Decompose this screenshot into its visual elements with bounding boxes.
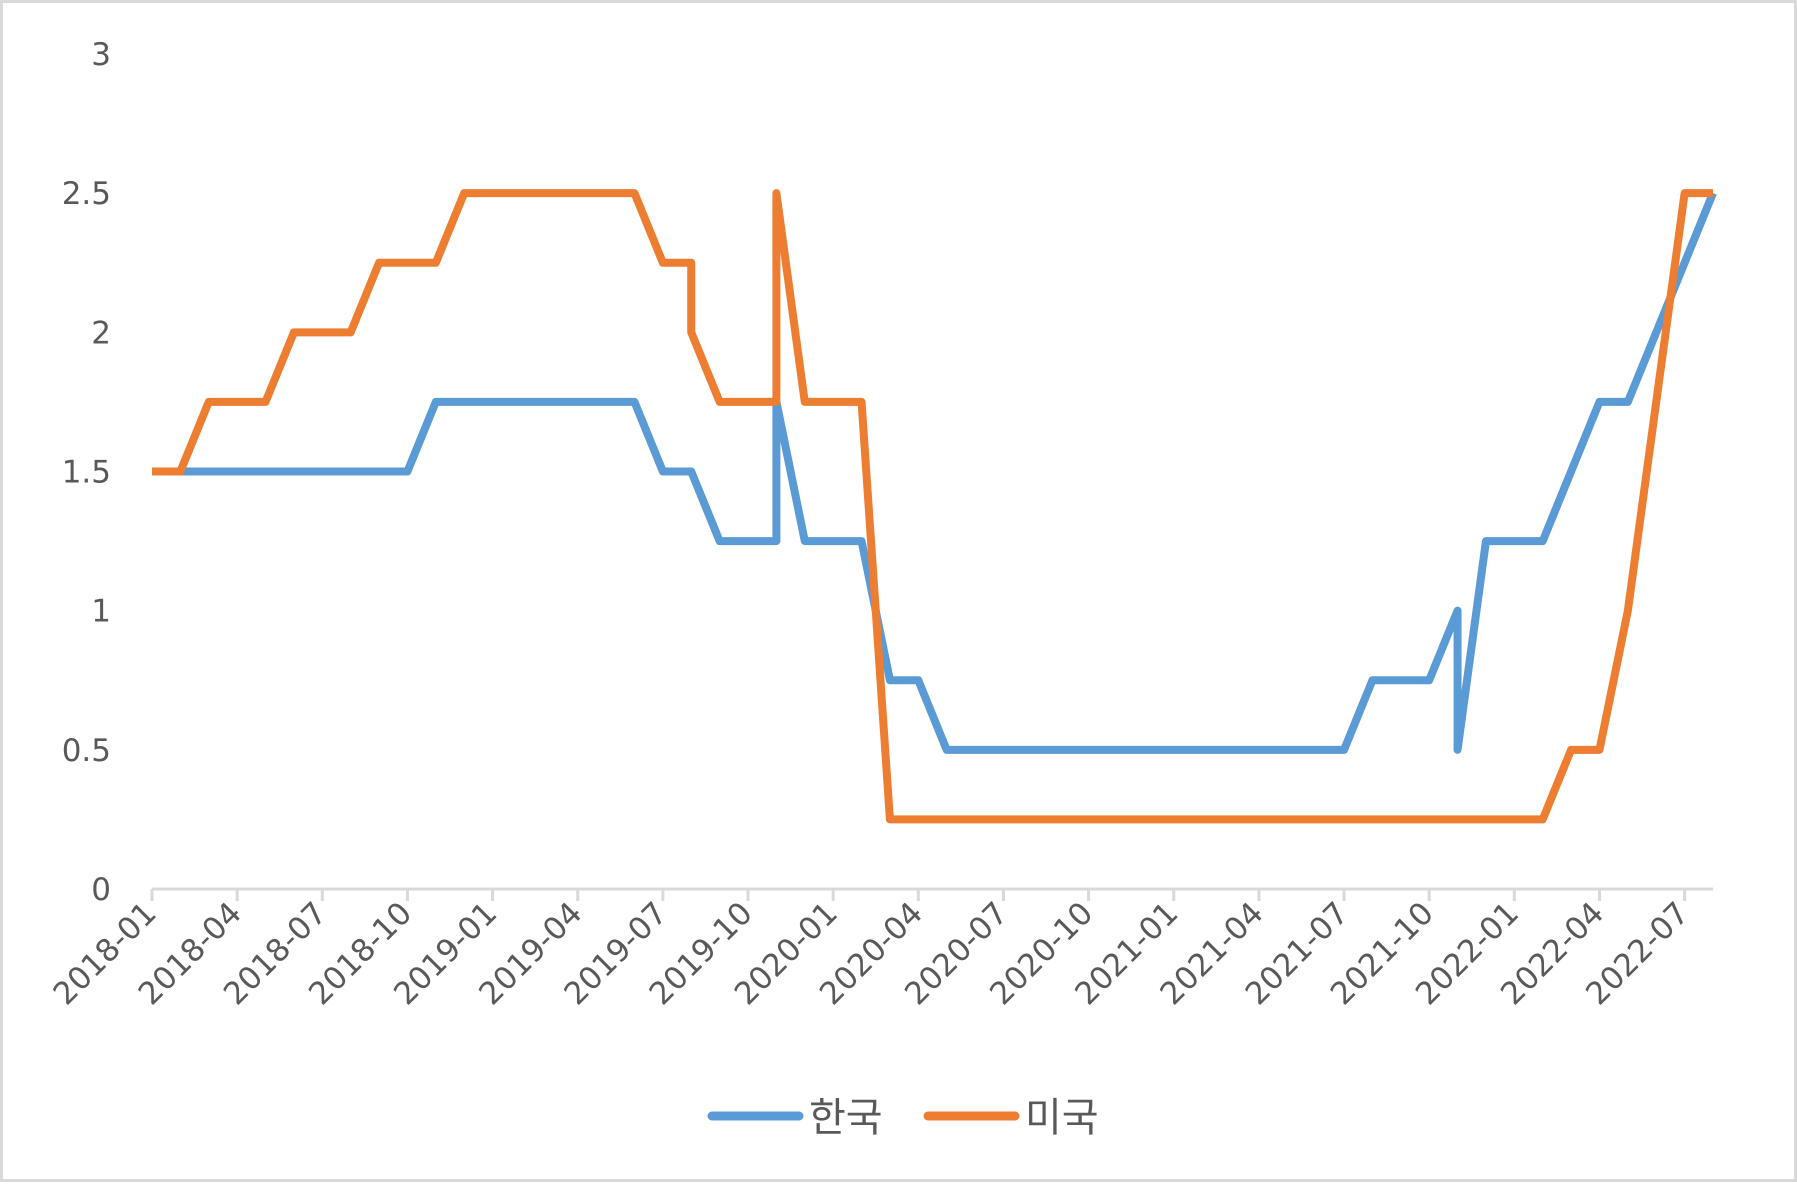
- y-tick-label: 3: [91, 37, 111, 73]
- y-tick-label: 0: [91, 872, 111, 908]
- legend-label: 한국: [809, 1095, 883, 1141]
- legend: 한국 미국: [707, 1095, 1099, 1141]
- y-tick-label: 0.5: [62, 733, 111, 769]
- series-lines: [152, 189, 1717, 824]
- y-tick-label: 1.5: [62, 455, 111, 491]
- line-chart: 0 0.5 1 1.5 2 2.5 3 2018-012018-042018-072018-…: [47, 37, 1717, 1141]
- y-tick-label: 2: [91, 315, 111, 351]
- y-tick-label: 1: [91, 594, 111, 630]
- y-axis-tick-labels: 0 0.5 1 1.5 2 2.5 3: [62, 37, 111, 908]
- legend-label: 미국: [1025, 1095, 1099, 1141]
- series-line: [152, 189, 1713, 824]
- y-tick-label: 2.5: [62, 176, 111, 212]
- series-line: [152, 191, 1717, 754]
- x-axis: 2018-012018-042018-072018-102019-012019-…: [47, 887, 1713, 1012]
